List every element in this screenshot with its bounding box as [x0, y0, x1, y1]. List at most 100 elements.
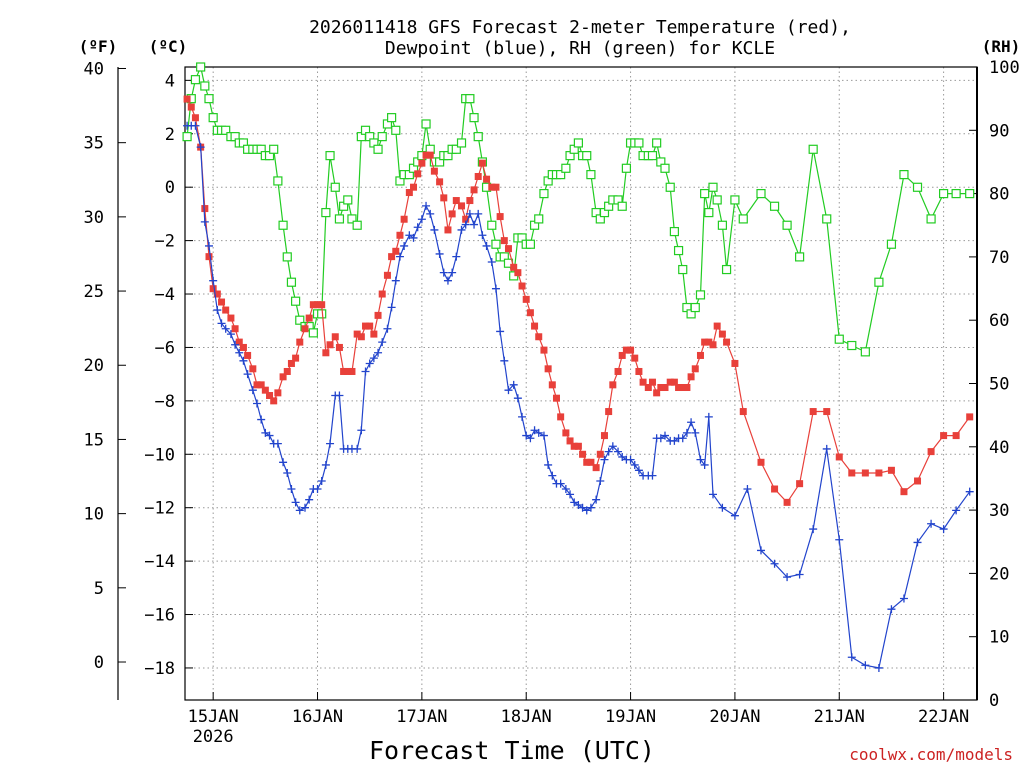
dewpoint-point: [561, 485, 570, 493]
x-tick-label: 22JAN: [918, 707, 969, 727]
dewpoint-point: [704, 412, 713, 421]
temperature-point: [514, 269, 522, 277]
temperature-point: [418, 159, 426, 167]
dewpoint-point: [887, 605, 896, 614]
temperature-point: [410, 183, 418, 191]
temperature-point: [366, 322, 374, 330]
temperature-point: [305, 314, 313, 322]
dewpoint-point: [474, 209, 483, 218]
temperature-point: [675, 384, 683, 392]
temperature-point: [496, 213, 504, 221]
temperature-point: [227, 314, 235, 322]
rh-point: [491, 239, 501, 249]
dewpoint-point: [582, 506, 591, 515]
temperature-point: [648, 378, 656, 386]
dewpoint-point: [696, 455, 705, 464]
temperature-point: [540, 346, 548, 354]
temperature-point: [644, 384, 652, 392]
rh-point: [421, 119, 431, 129]
dewpoint-point: [452, 252, 461, 261]
dewpoint-point: [482, 241, 491, 250]
temperature-point: [474, 173, 482, 181]
temperature-point: [566, 437, 574, 445]
rh-point: [874, 277, 884, 287]
dewpoint-point: [335, 391, 344, 400]
dewpoint-point: [530, 426, 539, 435]
x-tick-label: 15JAN: [188, 707, 239, 727]
rh-tick-label: 0: [989, 691, 999, 711]
dewpoint-point: [608, 442, 617, 451]
rh-point: [912, 182, 923, 192]
dewpoint-point: [239, 356, 248, 365]
rh-point: [295, 315, 305, 325]
temperature-point: [266, 392, 274, 400]
temperature-point: [348, 367, 356, 375]
rh-point: [352, 220, 362, 230]
temperature-point: [835, 453, 843, 461]
c-tick-label: −2: [155, 232, 175, 252]
temperature-point: [504, 245, 512, 253]
dewpoint-point: [257, 415, 266, 424]
dewpoint-point: [301, 503, 309, 512]
temperature-point: [331, 333, 339, 341]
dewpoint-point: [205, 241, 213, 250]
temperature-point: [270, 397, 278, 405]
temperature-point: [661, 384, 669, 392]
rh-point: [291, 296, 301, 306]
rh-tick-label: 100: [989, 58, 1020, 78]
dewpoint-point: [566, 490, 575, 499]
dewpoint-point: [287, 485, 296, 493]
f-tick-label: 0: [94, 653, 104, 673]
dewpoint-point: [709, 490, 717, 499]
rh-point: [196, 62, 206, 72]
x-tick-label: 20JAN: [709, 707, 760, 727]
rh-point: [939, 189, 949, 199]
rh-tick-label: 40: [989, 438, 1009, 458]
dewpoint-point: [365, 359, 374, 368]
rh-point: [200, 81, 210, 91]
dewpoint-point: [221, 324, 230, 333]
temperature-point: [492, 183, 500, 191]
rh-point: [951, 189, 961, 199]
temperature-point: [596, 450, 604, 458]
dewpoint-point: [443, 276, 452, 285]
rh-point: [621, 163, 631, 173]
dewpoint-point: [965, 487, 974, 496]
temperature-point: [213, 290, 221, 298]
dewpoint-point: [500, 356, 509, 365]
temperature-point: [187, 103, 195, 111]
rh-point: [669, 226, 679, 237]
temperature-point: [583, 458, 591, 466]
dewpoint-point: [226, 330, 235, 339]
temperature-point: [440, 194, 448, 202]
dewpoint-point: [630, 460, 639, 469]
dewpoint-point: [243, 370, 252, 379]
dewpoint-point: [387, 303, 396, 312]
rh-point: [695, 290, 706, 300]
temperature-point: [388, 253, 396, 261]
dewpoint-point: [478, 231, 487, 240]
rh-point: [473, 132, 483, 142]
c-tick-label: 4: [165, 71, 175, 91]
series-group: [182, 62, 975, 672]
temperature-point: [940, 432, 948, 440]
temperature-point: [500, 237, 508, 245]
temperature-point: [723, 338, 731, 346]
x-tick-label: 18JAN: [501, 707, 552, 727]
dewpoint-point: [461, 220, 470, 229]
rh-point: [373, 144, 383, 154]
series-temperature: [183, 95, 974, 506]
f-tick-label: 25: [84, 282, 104, 302]
rh-tick-label: 20: [989, 564, 1009, 584]
temperature-point: [444, 226, 452, 234]
rh-point: [456, 138, 467, 148]
temperature-point: [861, 469, 869, 477]
dewpoint-point: [574, 501, 583, 510]
temperature-point: [526, 309, 534, 317]
dewpoint-point: [409, 233, 418, 242]
dewpoint-point: [648, 471, 657, 480]
dewpoint-point: [682, 428, 691, 437]
temperature-point: [249, 365, 257, 373]
temperature-point: [422, 151, 430, 159]
temperature-point: [478, 159, 486, 167]
